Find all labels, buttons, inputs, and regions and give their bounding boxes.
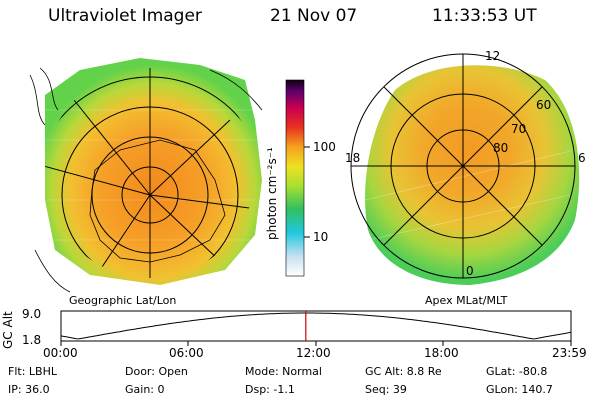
apex-map: 12 18 6 0 80 70 60 xyxy=(345,49,586,285)
time-label: 11:33:53 UT xyxy=(432,6,537,26)
x-tick-4: 23:59 xyxy=(552,346,587,360)
altitude-curve xyxy=(60,312,572,340)
x-tick-3: 18:00 xyxy=(424,346,459,360)
altitude-ymax: 9.0 xyxy=(22,307,41,321)
info-mode: Mode: Normal xyxy=(245,365,322,378)
lat-label-60: 60 xyxy=(536,98,551,112)
altitude-plot: 9.0 1.8 GC Alt 00:00 06:00 12:00 18:00 2… xyxy=(1,307,587,360)
mlt-label-18: 18 xyxy=(345,151,360,165)
geographic-map xyxy=(29,58,263,293)
mlt-label-0: 0 xyxy=(466,264,474,278)
altitude-ymin: 1.8 xyxy=(22,333,41,347)
info-gain: Gain: 0 xyxy=(125,383,165,396)
mlt-label-6: 6 xyxy=(578,151,586,165)
info-seq: Seq: 39 xyxy=(365,383,407,396)
antarctica-coastline xyxy=(89,139,226,263)
altitude-ylabel: GC Alt xyxy=(1,311,15,349)
color-bar: 100 10 photon cm⁻²s⁻¹ xyxy=(265,79,336,277)
x-tick-2: 12:00 xyxy=(296,346,331,360)
instrument-title: Ultraviolet Imager xyxy=(48,6,202,26)
date-label: 21 Nov 07 xyxy=(270,6,358,26)
lat-label-70: 70 xyxy=(511,122,526,136)
left-aurora-image xyxy=(45,58,262,285)
x-tick-1: 06:00 xyxy=(169,346,204,360)
left-map-caption: Geographic Lat/Lon xyxy=(69,294,177,307)
x-tick-0: 00:00 xyxy=(43,346,78,360)
colorbar-tick-10: 10 xyxy=(313,230,328,244)
info-glon: GLon: 140.7 xyxy=(486,383,553,396)
colorbar-unit-label: photon cm⁻²s⁻¹ xyxy=(265,147,279,240)
info-gc-alt: GC Alt: 8.8 Re xyxy=(365,365,442,378)
lat-label-80: 80 xyxy=(493,141,508,155)
mlt-label-12: 12 xyxy=(485,49,500,63)
info-glat: GLat: -80.8 xyxy=(486,365,548,378)
info-dsp: Dsp: -1.1 xyxy=(245,383,295,396)
colorbar-tick-100: 100 xyxy=(313,140,336,154)
info-door: Door: Open xyxy=(125,365,188,378)
info-flt: Flt: LBHL xyxy=(8,365,57,378)
right-map-caption: Apex MLat/MLT xyxy=(425,294,508,307)
info-ip: IP: 36.0 xyxy=(8,383,50,396)
